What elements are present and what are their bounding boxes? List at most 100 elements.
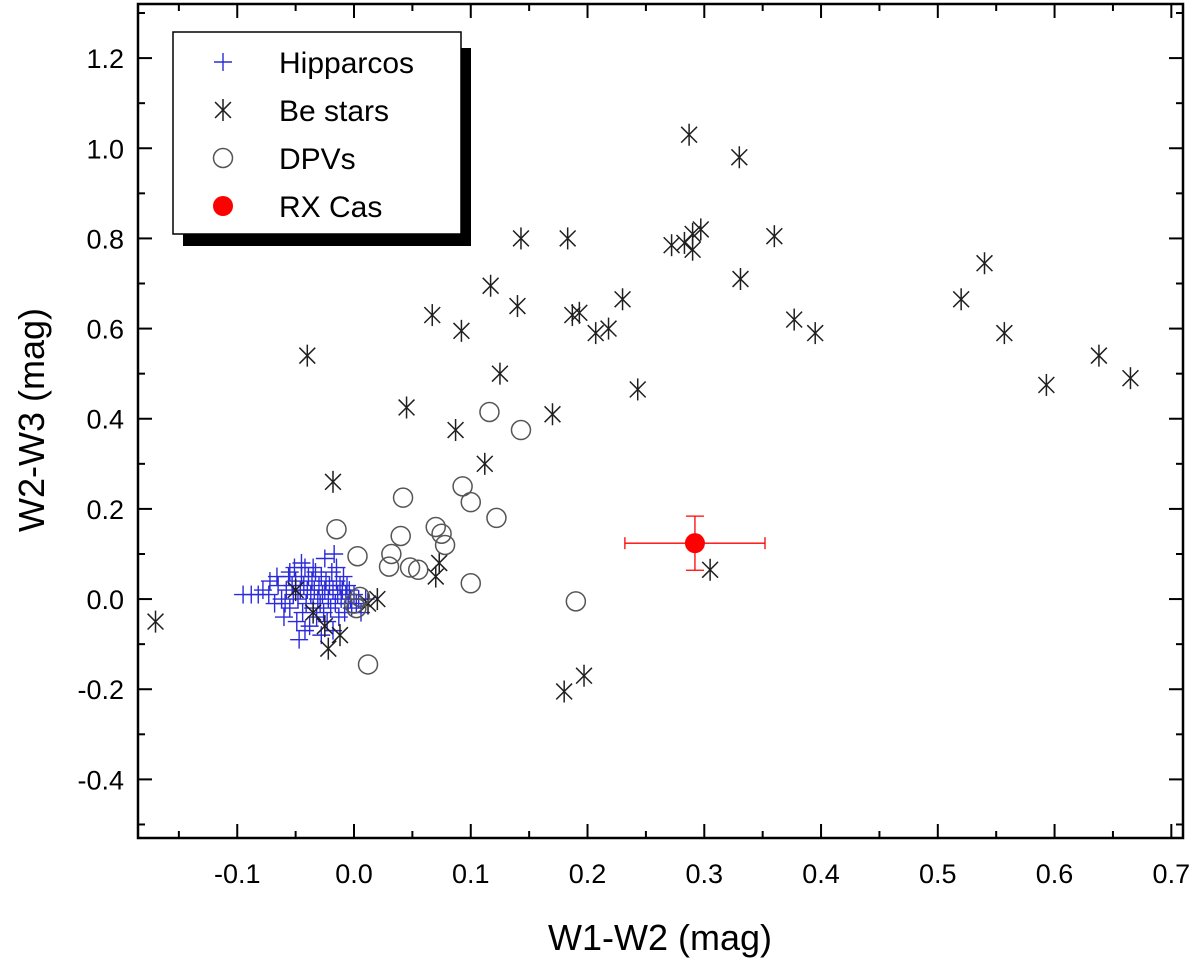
data-point — [684, 238, 702, 261]
data-point — [319, 637, 337, 660]
data-point — [509, 295, 526, 318]
x-tick-label: 0.4 — [802, 859, 840, 889]
legend: Hipparcos Be stars DPVs RX Cas — [172, 31, 471, 246]
data-point — [287, 579, 305, 602]
legend-marker — [212, 147, 234, 169]
data-point — [274, 608, 293, 627]
data-point — [512, 227, 530, 250]
series-dpvs — [326, 401, 587, 675]
data-point — [399, 557, 421, 578]
data-point — [447, 419, 465, 442]
data-point — [460, 573, 482, 594]
data-point — [311, 594, 330, 613]
data-point — [343, 593, 365, 614]
data-point — [287, 612, 306, 631]
data-point — [347, 545, 368, 567]
data-point — [995, 322, 1013, 345]
x-tick-label: 0.2 — [569, 859, 607, 889]
data-point — [476, 452, 494, 475]
data-point — [785, 308, 803, 331]
legend-label: Hipparcos — [279, 47, 414, 80]
data-point — [1090, 344, 1108, 367]
data-point — [323, 621, 342, 640]
data-point — [325, 544, 344, 563]
legend-label: DPVs — [279, 143, 356, 176]
data-point — [259, 585, 278, 604]
y-tick-label: -0.2 — [77, 675, 124, 705]
data-point — [675, 231, 693, 254]
x-tick-label: -0.1 — [214, 859, 261, 889]
data-point — [280, 563, 299, 582]
y-tick-label: 1.0 — [86, 134, 124, 164]
data-point — [407, 559, 429, 581]
data-point — [280, 599, 299, 618]
data-point — [434, 534, 456, 556]
data-point — [701, 558, 719, 581]
data-point — [730, 146, 748, 169]
data-point — [544, 403, 561, 426]
data-point — [1037, 373, 1055, 396]
y-tick-label: 0.6 — [86, 315, 124, 345]
data-point — [452, 319, 470, 342]
x-tick-label: 0.6 — [1036, 859, 1074, 889]
data-point — [587, 322, 605, 345]
data-point — [298, 344, 316, 367]
data-point — [398, 396, 415, 419]
x-tick-label: 0.0 — [335, 859, 373, 889]
data-point — [430, 552, 448, 575]
data-point — [331, 624, 349, 647]
legend-item: RX Cas — [213, 191, 382, 224]
y-tick-label: 0.4 — [86, 405, 124, 435]
data-point — [357, 654, 379, 675]
data-point — [392, 487, 414, 508]
data-point — [452, 476, 473, 497]
data-point — [680, 123, 698, 146]
data-point — [347, 594, 366, 613]
data-point — [346, 597, 367, 619]
y-axis-title: W2-W3 (mag) — [11, 308, 52, 532]
data-point — [629, 378, 647, 401]
data-point — [368, 588, 386, 611]
series-be-stars — [147, 123, 1139, 703]
data-point — [334, 567, 353, 586]
data-point — [381, 543, 402, 565]
data-point — [692, 218, 710, 241]
data-point — [147, 610, 164, 633]
data-point — [486, 507, 507, 529]
legend-item: Be stars — [214, 95, 389, 128]
legend-box — [172, 31, 462, 235]
axes: -0.1 0.0 0.1 0.2 0.3 0.4 0.5 0.6 0.7 -0.4 -0.2 0.0 0… — [77, 4, 1190, 889]
data-point — [806, 322, 824, 345]
data-point — [952, 288, 970, 311]
data-point — [276, 594, 295, 613]
data-point — [570, 301, 588, 324]
legend-item: Hipparcos — [214, 47, 414, 80]
data-point — [315, 549, 334, 568]
data-point — [260, 572, 279, 591]
data-point — [732, 267, 749, 290]
data-point — [322, 563, 341, 582]
data-point — [510, 419, 532, 441]
data-point — [349, 586, 371, 608]
data-point — [479, 401, 500, 423]
y-tick-label: 0.8 — [86, 224, 124, 254]
data-point — [300, 617, 319, 636]
legend-marker — [214, 99, 232, 121]
data-point — [314, 603, 333, 622]
data-point — [425, 516, 446, 538]
legend-items: Hipparcos Be stars DPVs RX Cas — [212, 47, 414, 224]
data-point — [427, 565, 445, 588]
data-point — [267, 567, 286, 586]
data-point — [321, 599, 340, 618]
x-tick-label: 0.7 — [1153, 859, 1191, 889]
data-point — [663, 234, 681, 257]
data-point — [976, 252, 993, 275]
data-point — [324, 470, 342, 493]
data-point — [555, 680, 573, 703]
data-point — [460, 491, 482, 513]
data-point — [312, 567, 331, 586]
data-point — [292, 554, 311, 573]
data-point — [765, 225, 783, 248]
data-marks — [147, 123, 1139, 703]
